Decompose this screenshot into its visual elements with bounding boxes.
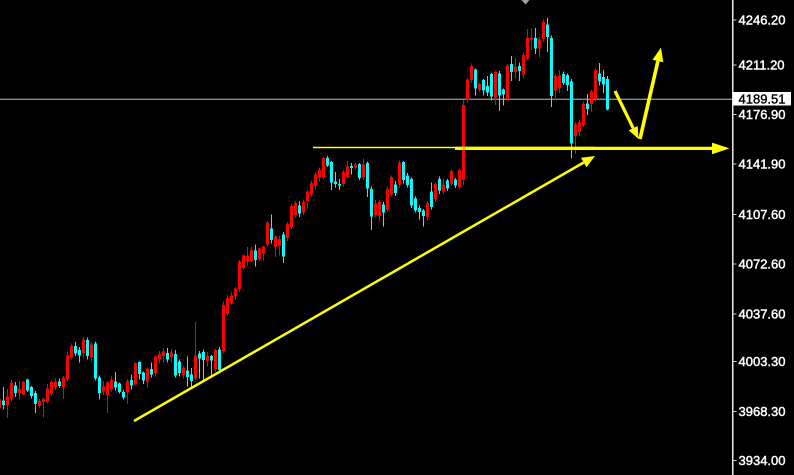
svg-text:4176.90: 4176.90 — [739, 107, 786, 122]
svg-text:4246.20: 4246.20 — [739, 13, 786, 28]
svg-text:4107.60: 4107.60 — [739, 207, 786, 222]
svg-text:4037.60: 4037.60 — [739, 307, 786, 322]
svg-text:4211.20: 4211.20 — [739, 58, 785, 73]
svg-text:4141.90: 4141.90 — [739, 157, 786, 172]
svg-text:4072.60: 4072.60 — [739, 257, 786, 272]
svg-text:4003.30: 4003.30 — [739, 354, 786, 369]
svg-text:3934.00: 3934.00 — [739, 453, 786, 468]
svg-text:3968.30: 3968.30 — [739, 404, 786, 419]
svg-text:4189.51: 4189.51 — [739, 91, 786, 106]
